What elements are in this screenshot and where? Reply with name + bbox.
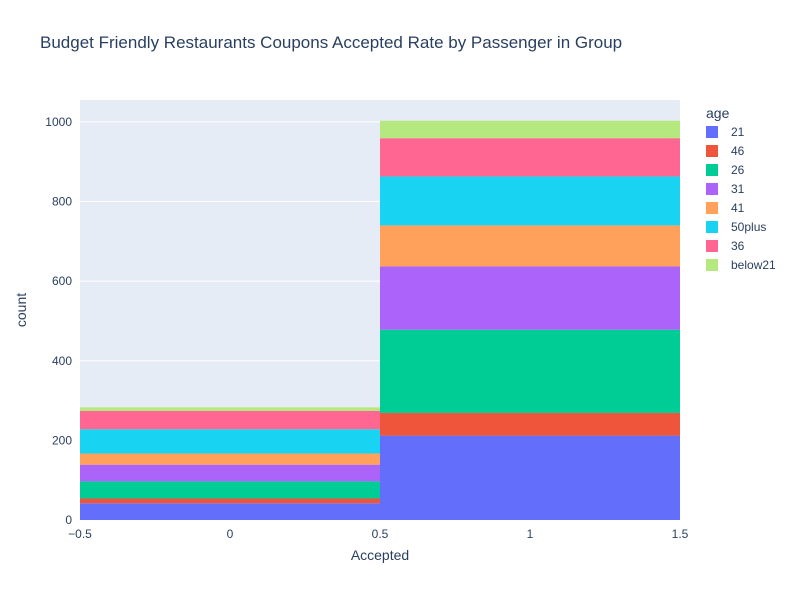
legend-swatch	[706, 126, 718, 138]
bar-segment-41-1	[380, 225, 680, 267]
y-tick-label: 0	[65, 513, 72, 527]
y-tick-labels: 0 200 400 600 800 1000	[45, 115, 72, 527]
bar-segment-26-1	[380, 329, 680, 413]
legend: age 21 46 26 31 41 50plus 36 below21	[706, 105, 776, 272]
bar-segment-46-0	[80, 498, 380, 504]
bar-segment-21-0	[80, 503, 380, 520]
y-tick-label: 400	[52, 354, 72, 368]
legend-swatch	[706, 221, 718, 233]
x-tick-label: 1.5	[672, 527, 689, 541]
x-tick-label: −0.5	[68, 527, 92, 541]
legend-swatch	[706, 183, 718, 195]
legend-swatch	[706, 202, 718, 214]
legend-swatch	[706, 145, 718, 157]
legend-swatch	[706, 259, 718, 271]
bar-segment-46-1	[380, 412, 680, 436]
bar-segment-41-0	[80, 453, 380, 465]
legend-label: 36	[731, 239, 745, 253]
y-axis-title: count	[13, 293, 29, 327]
bar-segment-below21-1	[380, 120, 680, 139]
legend-swatch	[706, 164, 718, 176]
legend-label: 46	[731, 144, 745, 158]
legend-swatch	[706, 240, 718, 252]
bar-segment-31-1	[380, 266, 680, 330]
bar-segment-21-1	[380, 435, 680, 520]
y-tick-label: 200	[52, 433, 72, 447]
x-tick-labels: −0.5 0 0.5 1 1.5	[68, 527, 689, 541]
x-tick-label: 0.5	[372, 527, 389, 541]
y-tick-label: 1000	[45, 115, 72, 129]
bar-segment-36-1	[380, 138, 680, 177]
legend-label: 31	[731, 182, 745, 196]
bar-segment-31-0	[80, 464, 380, 482]
legend-label: 50plus	[731, 220, 766, 234]
bar-segment-below21-0	[80, 407, 380, 411]
bar-segment-26-0	[80, 481, 380, 499]
legend-label: 21	[731, 125, 745, 139]
legend-label: 41	[731, 201, 745, 215]
bar-segment-50plus-0	[80, 429, 380, 454]
x-axis-title: Accepted	[351, 547, 409, 563]
bar-segment-50plus-1	[380, 176, 680, 226]
x-tick-label: 1	[527, 527, 534, 541]
x-tick-label: 0	[227, 527, 234, 541]
chart-title: Budget Friendly Restaurants Coupons Acce…	[40, 33, 623, 52]
bar-segment-36-0	[80, 410, 380, 430]
y-tick-label: 600	[52, 274, 72, 288]
legend-label: below21	[731, 258, 776, 272]
bars	[80, 120, 680, 520]
y-tick-label: 800	[52, 195, 72, 209]
legend-label: 26	[731, 163, 745, 177]
legend-title: age	[706, 105, 730, 121]
